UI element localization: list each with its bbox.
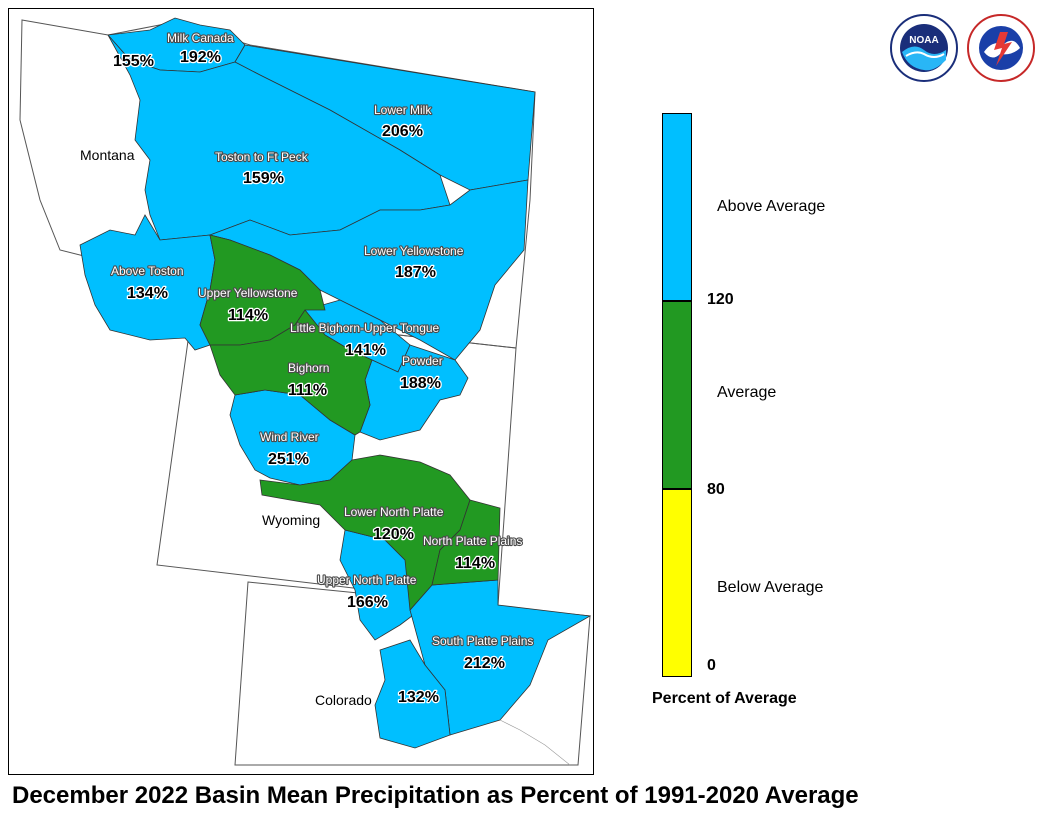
basin-south-platte-mountains	[374, 639, 451, 749]
basin-name: South Platte Plains	[432, 634, 533, 648]
legend-label-above: Above Average	[717, 198, 826, 215]
state-label-colorado: Colorado	[315, 692, 372, 708]
basin-name: Lower North Platte	[344, 505, 444, 519]
basin-pct: 141%	[345, 342, 386, 359]
legend-swatch-below	[662, 489, 692, 677]
basin-name: Toston to Ft Peck	[215, 150, 309, 164]
basin-name: Little Bighorn-Upper Tongue	[290, 321, 440, 335]
basin-pct: 212%	[464, 655, 505, 672]
basin-bighorn	[209, 309, 373, 436]
legend-label-below: Below Average	[717, 579, 824, 596]
basin-name: Milk Canada	[167, 31, 234, 45]
noaa-logo-text: NOAA	[909, 35, 938, 46]
basin-name: Above Toston	[111, 264, 184, 278]
legend-title: Percent of Average	[652, 690, 797, 707]
basin-name: Upper Yellowstone	[198, 286, 298, 300]
basin-pct: 251%	[268, 451, 309, 468]
basin-pct: 187%	[395, 264, 436, 281]
legend-break-120: 120	[707, 291, 734, 308]
basin-name: Upper North Platte	[317, 573, 417, 587]
basin-pct: 134%	[127, 285, 168, 302]
basin-pct: 114%	[228, 307, 268, 324]
basin-name: Wind River	[260, 430, 319, 444]
basin-pct: 188%	[400, 375, 441, 392]
basin-name: Powder	[402, 354, 443, 368]
basin-pct: 114%	[455, 555, 495, 572]
legend-swatch-average	[662, 301, 692, 489]
basin-pct: 159%	[243, 170, 284, 187]
basin-map: Montana Wyoming Colorado Milk Canada 192…	[19, 17, 592, 766]
map-caption: December 2022 Basin Mean Precipitation a…	[12, 782, 859, 809]
colorado-detail-line	[499, 719, 571, 766]
basin-pct: 166%	[347, 594, 388, 611]
agency-logos: NOAA	[890, 14, 1035, 82]
basin-name: Lower Milk	[374, 103, 432, 117]
legend-label-average: Average	[717, 384, 777, 401]
basin-pct: 155%	[113, 53, 154, 70]
basin-pct: 132%	[398, 689, 439, 706]
basin-pct: 120%	[373, 526, 414, 543]
legend-break-0: 0	[707, 657, 716, 674]
nws-logo	[967, 14, 1035, 82]
state-label-montana: Montana	[80, 147, 135, 163]
basin-name: Bighorn	[288, 361, 329, 375]
legend-break-80: 80	[707, 481, 725, 498]
state-label-wyoming: Wyoming	[262, 512, 320, 528]
basin-pct: 111%	[288, 382, 327, 399]
basin-name: North Platte Plains	[423, 534, 522, 548]
basin-pct: 206%	[382, 123, 423, 140]
noaa-logo: NOAA	[890, 14, 958, 82]
basin-north-platte-plains	[431, 499, 501, 586]
legend-swatch-above	[662, 113, 692, 301]
basin-name: Lower Yellowstone	[364, 244, 464, 258]
basin-pct: 192%	[180, 49, 221, 66]
